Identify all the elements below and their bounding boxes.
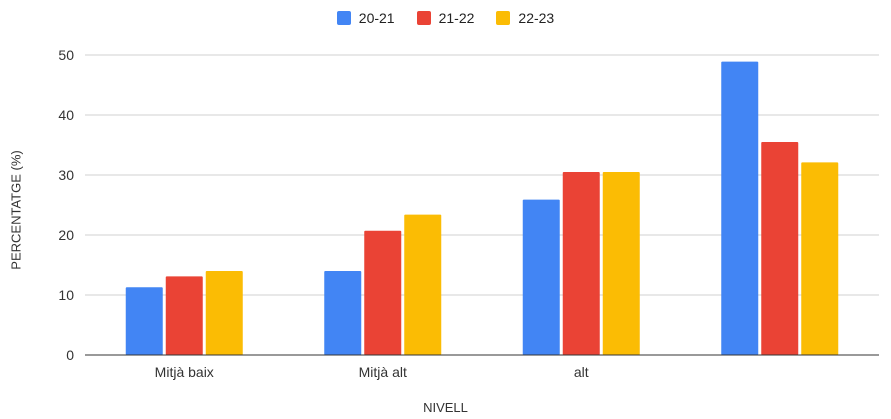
y-tick-label: 0: [66, 347, 74, 363]
bar: [721, 61, 759, 355]
bar: [404, 214, 442, 355]
bar: [324, 271, 362, 355]
y-tick-label: 50: [58, 47, 74, 63]
x-tick-label: Mitjà alt: [359, 364, 407, 380]
legend-label: 22-23: [518, 10, 555, 26]
y-tick-label: 30: [58, 167, 74, 183]
legend-label: 20-21: [358, 10, 395, 26]
bar: [522, 199, 560, 355]
bar: [364, 230, 402, 355]
x-tick-label: alt: [574, 364, 589, 380]
legend-swatch: [416, 11, 431, 25]
y-axis-title: PERCENTATGE (%): [6, 120, 26, 300]
bar: [761, 142, 799, 355]
bar: [165, 276, 203, 355]
bar: [801, 162, 839, 355]
x-tick-label: Mitjà baix: [155, 364, 214, 380]
legend-swatch: [336, 11, 351, 25]
y-tick-label: 10: [58, 287, 74, 303]
legend-item-1: 21-22: [416, 10, 475, 26]
legend-item-0: 20-21: [336, 10, 395, 26]
x-axis-title: NIVELL: [423, 400, 468, 415]
legend-label: 21-22: [438, 10, 475, 26]
y-tick-label: 20: [58, 227, 74, 243]
bar: [602, 172, 640, 355]
legend-item-2: 22-23: [496, 10, 554, 26]
legend-swatch: [496, 11, 511, 25]
bar: [125, 287, 163, 355]
bar: [562, 172, 600, 355]
y-axis-title-text: PERCENTATGE (%): [8, 150, 24, 270]
y-tick-label: 40: [58, 107, 74, 123]
bar: [205, 271, 243, 355]
chart-legend: 20-21 21-22 22-23: [0, 10, 891, 26]
